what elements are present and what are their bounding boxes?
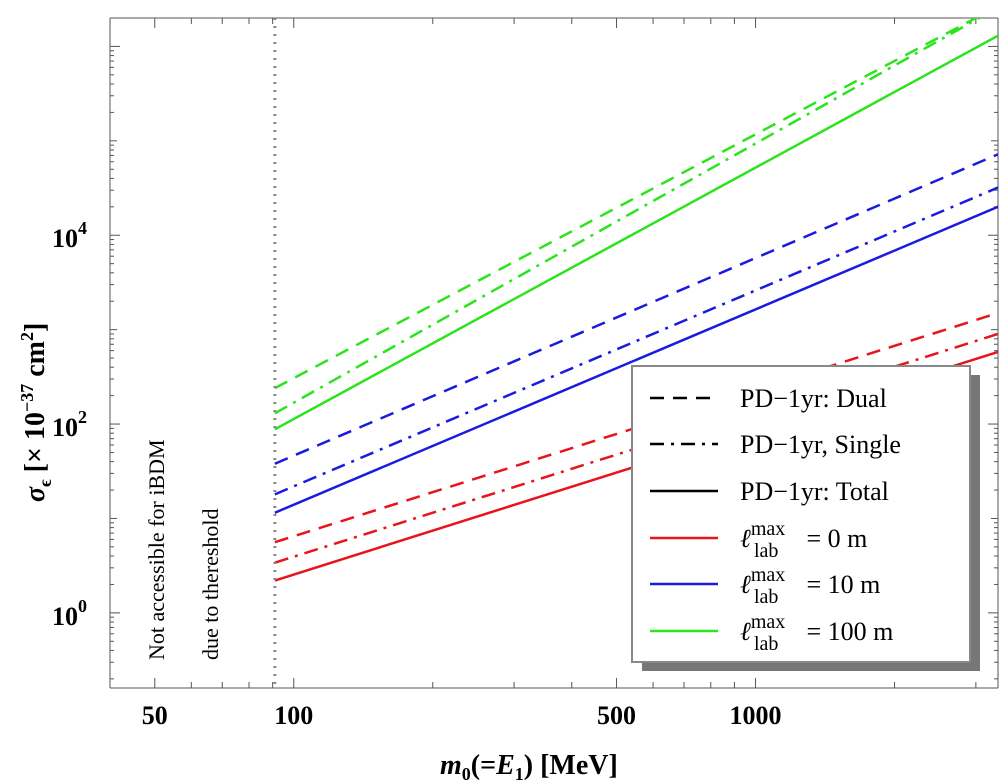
- x-tick-labels: 50 100 500 1000: [142, 701, 782, 730]
- x-tick-label: 1000: [730, 701, 782, 730]
- plot-frame: [109, 17, 999, 689]
- threshold-note-line1: Not accessible for iBDM: [144, 439, 169, 660]
- series-line-5: [274, 186, 998, 496]
- y-tick-label: 102: [52, 407, 87, 442]
- y-axis-title: σϵ [× 10−37 cm2]: [17, 323, 55, 502]
- series-line-8: [274, 18, 980, 415]
- legend-entries: PD−1yr: Dual PD−1yr, Single PD−1yr: Total ℓ…: [650, 384, 901, 655]
- x-tick-label: 50: [142, 701, 168, 730]
- legend: PD−1yr: Dual PD−1yr, Single PD−1yr: Total ℓ…: [631, 365, 980, 671]
- y-tick-label: 104: [52, 218, 87, 253]
- legend-label-4: ℓmax lab = 0 m: [740, 518, 867, 562]
- legend-label-3: PD−1yr: Total: [740, 477, 889, 506]
- x-tick-label: 500: [597, 701, 636, 730]
- series-line-6: [274, 205, 998, 514]
- legend-box: [631, 365, 971, 663]
- minor-ticks: [109, 17, 998, 688]
- legend-label-6: ℓmax lab = 100 m: [740, 611, 893, 655]
- x-tick-label: 100: [274, 701, 313, 730]
- legend-label-1: PD−1yr: Dual: [740, 384, 887, 413]
- legend-label-5: ℓmax lab = 10 m: [740, 564, 880, 608]
- series-line-9: [274, 34, 998, 431]
- series-line-4: [274, 153, 998, 465]
- threshold-note-line2: due to thereshold: [198, 508, 223, 660]
- series-line-7: [274, 18, 977, 390]
- y-tick-label: 100: [52, 596, 87, 631]
- legend-label-2: PD−1yr, Single: [740, 430, 901, 459]
- y-tick-labels: 100 102 104: [52, 218, 87, 631]
- x-axis-title: m0(=E1) [MeV]: [440, 750, 618, 782]
